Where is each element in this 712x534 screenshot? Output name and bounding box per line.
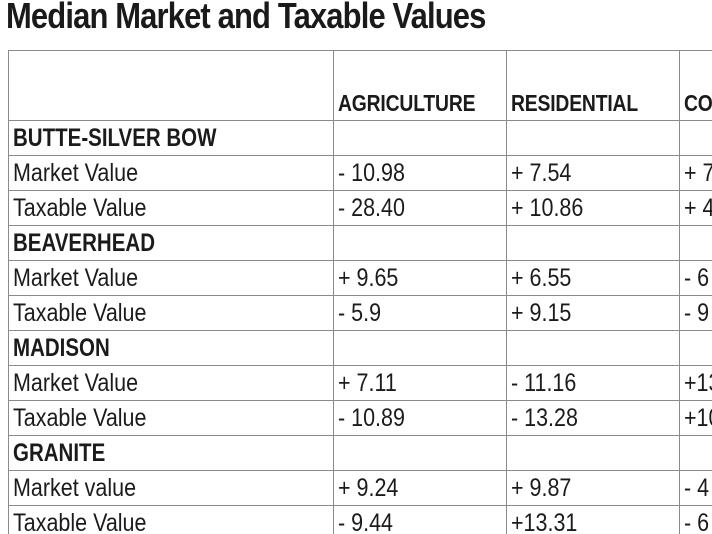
residential-value: + 6.55 <box>506 260 680 296</box>
commercial-value: +10 <box>679 400 712 436</box>
commercial-value: - 4 <box>679 470 712 506</box>
table-row: Taxable Value - 9.44 +13.31 - 6 <box>8 505 712 534</box>
section-name: BUTTE-SILVER BOW <box>8 120 334 156</box>
residential-value: +13.31 <box>506 505 680 534</box>
column-header-residential: RESIDENTIAL <box>506 50 680 121</box>
table-row: Market Value - 10.98 + 7.54 + 7 <box>8 155 712 191</box>
agriculture-value: - 9.44 <box>333 505 507 534</box>
agriculture-value: - 10.89 <box>333 400 507 436</box>
row-label: Market value <box>8 470 334 506</box>
residential-value: - 13.28 <box>506 400 680 436</box>
agriculture-value: + 9.65 <box>333 260 507 296</box>
agriculture-value: - 28.40 <box>333 190 507 226</box>
table-row: Taxable Value - 10.89 - 13.28 +10 <box>8 400 712 436</box>
row-label: Taxable Value <box>8 190 334 226</box>
section-name: BEAVERHEAD <box>8 225 334 261</box>
section-name: MADISON <box>8 330 334 366</box>
values-table-container: AGRICULTURE RESIDENTIAL CO BUTTE-SILVER … <box>8 50 712 534</box>
agriculture-value: + 7.11 <box>333 365 507 401</box>
column-header-blank <box>8 50 334 121</box>
row-label: Market Value <box>8 365 334 401</box>
row-label: Taxable Value <box>8 400 334 436</box>
page-title: Median Market and Taxable Values <box>6 0 486 36</box>
commercial-value: + 4 <box>679 190 712 226</box>
values-table: AGRICULTURE RESIDENTIAL CO BUTTE-SILVER … <box>8 50 712 534</box>
table-row: Taxable Value - 5.9 + 9.15 - 9 <box>8 295 712 331</box>
section-row-madison: MADISON <box>8 330 712 366</box>
row-label: Market Value <box>8 155 334 191</box>
residential-value: + 9.15 <box>506 295 680 331</box>
table-row: Market Value + 7.11 - 11.16 +13 <box>8 365 712 401</box>
residential-value: + 9.87 <box>506 470 680 506</box>
row-label: Taxable Value <box>8 505 334 534</box>
commercial-value: - 9 <box>679 295 712 331</box>
agriculture-value: - 5.9 <box>333 295 507 331</box>
table-header-row: AGRICULTURE RESIDENTIAL CO <box>8 50 712 121</box>
agriculture-value: + 9.24 <box>333 470 507 506</box>
section-row-granite: GRANITE <box>8 435 712 471</box>
commercial-value: - 6 <box>679 260 712 296</box>
row-label: Taxable Value <box>8 295 334 331</box>
table-row: Market Value + 9.65 + 6.55 - 6 <box>8 260 712 296</box>
table-row: Market value + 9.24 + 9.87 - 4 <box>8 470 712 506</box>
section-row-beaverhead: BEAVERHEAD <box>8 225 712 261</box>
column-header-commercial: CO <box>679 50 712 121</box>
section-row-butte-silver-bow: BUTTE-SILVER BOW <box>8 120 712 156</box>
table-row: Taxable Value - 28.40 + 10.86 + 4 <box>8 190 712 226</box>
row-label: Market Value <box>8 260 334 296</box>
residential-value: + 7.54 <box>506 155 680 191</box>
residential-value: - 11.16 <box>506 365 680 401</box>
agriculture-value: - 10.98 <box>333 155 507 191</box>
residential-value: + 10.86 <box>506 190 680 226</box>
column-header-agriculture: AGRICULTURE <box>333 50 507 121</box>
commercial-value: - 6 <box>679 505 712 534</box>
section-name: GRANITE <box>8 435 334 471</box>
commercial-value: + 7 <box>679 155 712 191</box>
commercial-value: +13 <box>679 365 712 401</box>
